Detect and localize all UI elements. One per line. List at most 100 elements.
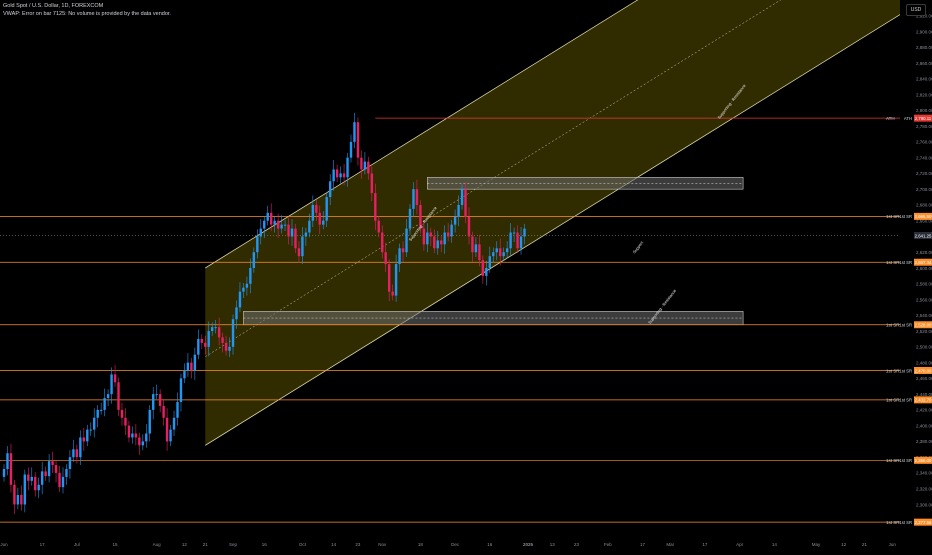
candle-body-3: [13, 484, 16, 505]
candle-body-69: [242, 287, 245, 292]
time-tick-2: Jul: [74, 542, 80, 547]
channel-lower-line: [205, 0, 924, 446]
candle-body-49: [172, 417, 176, 430]
sr-level-tag-0: ATH: [886, 116, 895, 121]
candle-body-61: [214, 327, 217, 329]
candle-body-100: [349, 141, 353, 158]
candle-body-95: [332, 169, 335, 182]
candle-body-30: [106, 394, 110, 399]
candle-body-93: [325, 197, 328, 221]
price-tick-15: 2,580.00: [916, 282, 932, 287]
candle-body-14: [51, 461, 54, 466]
axis-level-label-7: 2,277.56: [915, 520, 932, 525]
candle-body-129: [450, 224, 453, 237]
candle-body-40: [141, 441, 144, 446]
time-tick-25: May: [812, 542, 821, 547]
candle-body-16: [58, 472, 61, 488]
candle-body-41: [145, 433, 148, 442]
candle-body-60: [211, 327, 214, 332]
price-tick-1: 2,300.00: [916, 502, 932, 507]
candle-body-94: [328, 181, 332, 198]
time-tick-6: 21: [203, 542, 209, 547]
candle-body-12: [44, 471, 47, 477]
time-axis-bg: [0, 538, 932, 550]
candle-body-146: [509, 232, 512, 249]
price-tick-7: 2,420.00: [916, 408, 932, 413]
time-tick-24: 14: [772, 542, 778, 547]
candle-body-79: [276, 220, 280, 229]
candle-body-101: [353, 122, 356, 142]
time-tick-1: 17: [40, 542, 46, 547]
time-tick-4: Aug: [153, 542, 162, 547]
candle-body-82: [287, 224, 290, 237]
candle-body-83: [290, 228, 294, 237]
candle-body-74: [259, 228, 262, 237]
candle-body-80: [280, 224, 283, 229]
price-tick-3: 2,340.00: [916, 471, 932, 476]
time-tick-16: 2025: [523, 542, 534, 547]
price-tick-16: 2,600.00: [916, 266, 932, 271]
candle-body-68: [238, 291, 242, 308]
candle-body-103: [360, 157, 363, 170]
price-tick-17: 2,620.00: [916, 250, 932, 255]
candle-body-52: [183, 370, 186, 379]
candle-body-91: [318, 212, 321, 225]
candle-body-136: [474, 244, 478, 253]
candle-body-13: [47, 461, 51, 477]
candle-body-96: [335, 169, 339, 178]
candle-body-121: [422, 228, 426, 245]
candle-body-106: [370, 173, 374, 194]
candle-body-27: [96, 409, 99, 418]
sr-level-tag-2: 1st SR: [886, 260, 900, 265]
axis-level-box-7: [914, 518, 932, 526]
candle-body-28: [99, 409, 103, 411]
price-tick-12: 2,520.00: [916, 329, 932, 334]
price-tick-31: 2,900.00: [916, 29, 932, 34]
candle-body-81: [283, 224, 287, 226]
candle-body-36: [127, 425, 131, 438]
candle-body-21: [75, 449, 79, 458]
candle-body-39: [138, 437, 141, 446]
channel-layer: [205, 0, 924, 446]
candle-body-97: [339, 173, 342, 178]
axis-level-tag-7: 1st SR: [899, 520, 912, 525]
candle-body-86: [301, 236, 304, 257]
currency-badge[interactable]: USD: [906, 4, 926, 16]
candle-body-143: [499, 248, 502, 257]
price-tick-21: 2,700.00: [916, 187, 932, 192]
candle-body-127: [443, 232, 446, 245]
axis-level-label-0: 2,790.11: [915, 116, 932, 121]
candle-body-48: [169, 429, 172, 442]
axis-level-tag-1: 1st SR: [899, 214, 912, 219]
time-axis: Jun 17 Jul 15 Aug 12 21 Sep 16 Oct 14 23 Nov 18 Dec 16 2…: [0, 538, 932, 550]
price-axis: 2,280.002,300.002,320.002,340.002,360.00…: [900, 0, 932, 550]
candle-body-114: [398, 248, 401, 265]
candle-body-53: [186, 362, 190, 371]
candles-layer: [2, 112, 526, 514]
price-tick-20: 2,680.00: [916, 203, 932, 208]
price-tick-28: 2,840.00: [916, 77, 932, 82]
candle-body-102: [356, 122, 360, 158]
time-tick-3: 15: [113, 542, 119, 547]
candle-body-84: [294, 228, 297, 249]
candle-body-130: [453, 216, 457, 225]
sr-level-tag-3: 1st SR: [886, 323, 900, 328]
candle-body-46: [162, 405, 165, 418]
candle-body-149: [519, 236, 523, 249]
candle-body-105: [367, 161, 370, 174]
candle-body-2: [9, 453, 13, 485]
candle-body-120: [419, 204, 422, 229]
candle-body-113: [394, 264, 398, 296]
axis-level-label-1: 2,665.50: [915, 214, 932, 219]
price-tick-19: 2,660.00: [916, 219, 932, 224]
candle-body-64: [224, 342, 228, 351]
candle-body-125: [436, 240, 439, 249]
candle-body-29: [103, 398, 106, 410]
candle-body-55: [193, 354, 197, 371]
price-tick-30: 2,880.00: [916, 45, 932, 50]
indicator-error-note: VWAP: Error on bar 7125: No volume is pr…: [3, 11, 171, 17]
candle-body-44: [155, 394, 158, 396]
candle-body-119: [415, 189, 419, 205]
